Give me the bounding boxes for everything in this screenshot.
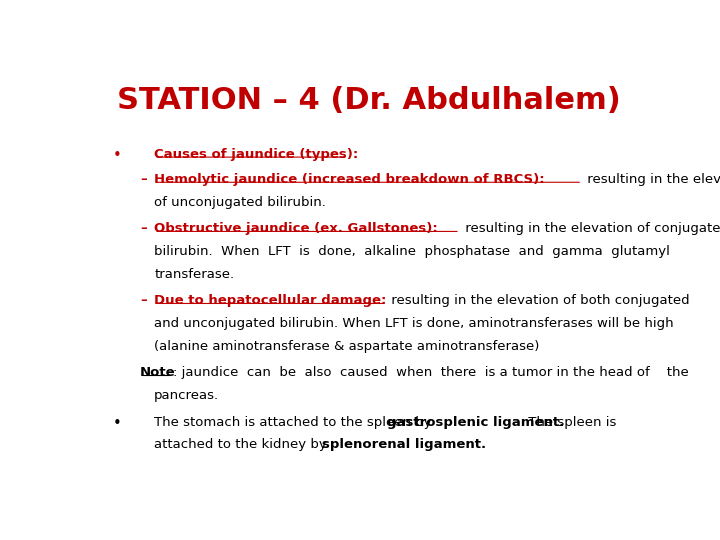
Text: resulting in the elevation: resulting in the elevation — [583, 173, 720, 186]
Text: attached to the kidney by: attached to the kidney by — [154, 438, 331, 451]
Text: splenorenal ligament.: splenorenal ligament. — [322, 438, 486, 451]
Text: resulting in the elevation of conjugated: resulting in the elevation of conjugated — [461, 222, 720, 235]
Text: Obstructive jaundice (ex. Gallstones):: Obstructive jaundice (ex. Gallstones): — [154, 222, 438, 235]
Text: The spleen is: The spleen is — [524, 415, 616, 429]
Text: –: – — [140, 294, 147, 307]
Text: of unconjugated bilirubin.: of unconjugated bilirubin. — [154, 196, 326, 209]
Text: bilirubin.  When  LFT  is  done,  alkaline  phosphatase  and  gamma  glutamyl: bilirubin. When LFT is done, alkaline ph… — [154, 245, 670, 258]
Text: –: – — [140, 222, 147, 235]
Text: Due to hepatocellular damage:: Due to hepatocellular damage: — [154, 294, 387, 307]
Text: The stomach is attached to the spleen by: The stomach is attached to the spleen by — [154, 415, 436, 429]
Text: transferase.: transferase. — [154, 268, 234, 281]
Text: Note: Note — [140, 366, 176, 380]
Text: resulting in the elevation of both conjugated: resulting in the elevation of both conju… — [387, 294, 690, 307]
Text: STATION – 4 (Dr. Abdulhalem): STATION – 4 (Dr. Abdulhalem) — [117, 85, 621, 114]
Text: gastrosplenic ligament.: gastrosplenic ligament. — [387, 415, 564, 429]
Text: : jaundice  can  be  also  caused  when  there  is a tumor in the head of    the: : jaundice can be also caused when there… — [173, 366, 688, 380]
Text: •: • — [112, 415, 121, 430]
Text: pancreas.: pancreas. — [154, 389, 220, 402]
Text: and unconjugated bilirubin. When LFT is done, aminotransferases will be high: and unconjugated bilirubin. When LFT is … — [154, 317, 674, 330]
Text: Hemolytic jaundice (increased breakdown of RBCS):: Hemolytic jaundice (increased breakdown … — [154, 173, 545, 186]
Text: Causes of jaundice (types):: Causes of jaundice (types): — [154, 148, 359, 161]
Text: –: – — [140, 173, 147, 186]
Text: •: • — [112, 148, 121, 163]
Text: (alanine aminotransferase & aspartate aminotransferase): (alanine aminotransferase & aspartate am… — [154, 340, 539, 353]
